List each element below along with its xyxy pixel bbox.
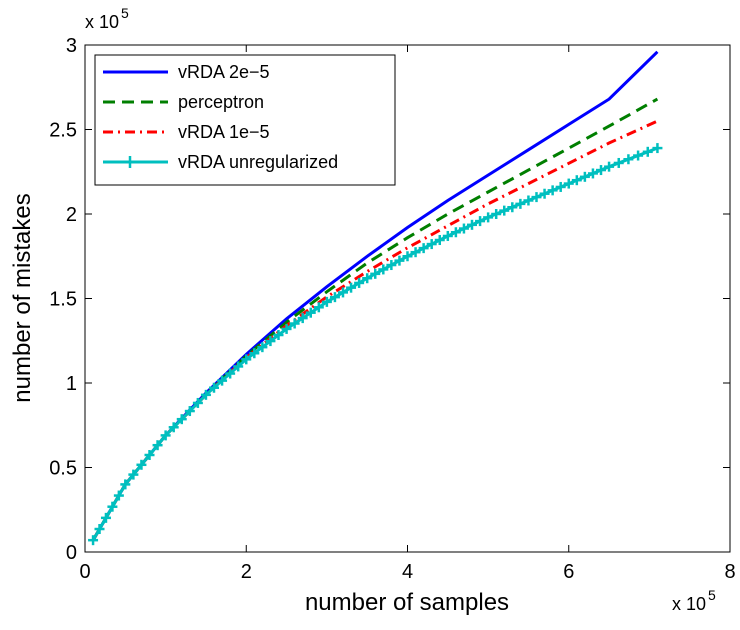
series-marker <box>120 479 131 490</box>
series-marker <box>507 202 518 213</box>
y-tick-label: 1.5 <box>49 289 77 311</box>
legend-label: vRDA 1e−5 <box>178 122 270 142</box>
series-marker <box>346 282 357 293</box>
y-tick-label: 3 <box>66 35 77 57</box>
y-scale-exponent: 5 <box>121 5 129 21</box>
series-marker <box>107 501 118 512</box>
y-tick-label: 2 <box>66 204 77 226</box>
series-marker <box>152 440 163 451</box>
x-tick-label: 0 <box>79 561 90 583</box>
legend: vRDA 2e−5 perceptron vRDA 1e−5 vRDA unregul… <box>94 54 396 186</box>
series-marker <box>491 209 502 219</box>
series-marker <box>467 219 477 230</box>
series-marker <box>241 354 252 365</box>
x-tick-label: 6 <box>563 561 574 583</box>
y-scale-base: x 10 <box>85 12 119 32</box>
series-marker <box>192 397 203 408</box>
series-marker <box>402 251 413 262</box>
series-marker <box>483 212 494 223</box>
x-axis-label: number of samples <box>305 589 509 616</box>
series-marker <box>225 368 236 379</box>
series-marker <box>233 361 244 372</box>
legend-label: perceptron <box>178 92 264 112</box>
x-scale-base: x 10 <box>672 594 706 614</box>
series-marker <box>273 330 284 341</box>
series-marker <box>418 243 429 254</box>
series-marker <box>458 223 469 234</box>
series-marker <box>88 535 99 546</box>
series-marker <box>596 165 606 176</box>
series-marker <box>587 168 598 179</box>
legend-label: vRDA 2e−5 <box>178 62 270 82</box>
series-marker <box>94 524 105 535</box>
series-marker <box>652 143 663 154</box>
series-marker <box>442 230 453 241</box>
series-marker <box>168 422 179 433</box>
series-marker <box>176 414 187 425</box>
ticks-layer: 0 2 4 6 8 0 0.5 1 1.5 2 2.5 3 <box>49 35 735 583</box>
series-marker <box>249 348 260 359</box>
y-axis-label: number of mistakes <box>9 193 36 402</box>
series-marker <box>531 192 542 203</box>
series-marker <box>113 490 124 501</box>
series-marker <box>354 277 365 288</box>
series-marker <box>217 375 228 386</box>
series-layer <box>88 50 663 546</box>
y-tick-label: 0.5 <box>49 458 77 480</box>
series-marker <box>604 161 615 172</box>
series-marker <box>394 255 405 266</box>
legend-label: vRDA unregularized <box>178 152 338 172</box>
series-marker <box>623 154 634 165</box>
series-marker <box>515 198 526 209</box>
series-line <box>91 119 659 541</box>
series-marker <box>579 171 590 182</box>
series-marker <box>547 185 558 196</box>
series-marker <box>136 459 147 470</box>
series-marker <box>642 146 653 157</box>
series-marker <box>338 287 348 298</box>
series-marker <box>539 188 550 199</box>
series-marker <box>329 292 340 303</box>
series-marker <box>434 235 445 246</box>
series-line <box>91 97 659 541</box>
series-marker <box>265 336 276 347</box>
series-marker <box>297 313 308 324</box>
x-tick-label: 2 <box>241 561 252 583</box>
series-marker <box>128 469 139 480</box>
series-marker <box>209 382 219 393</box>
y-tick-label: 2.5 <box>49 120 77 142</box>
series-marker <box>100 512 111 523</box>
series-marker <box>450 227 461 238</box>
series-marker <box>370 268 381 279</box>
series-marker <box>257 342 268 353</box>
series-marker <box>289 318 300 329</box>
x-scale-exponent: 5 <box>708 587 716 603</box>
y-tick-label: 0 <box>66 542 77 564</box>
series-marker <box>144 449 155 460</box>
series-marker <box>200 389 211 400</box>
series-marker <box>321 296 332 307</box>
series-marker <box>426 239 437 250</box>
series-marker <box>499 205 510 216</box>
series-marker <box>160 430 171 441</box>
x-tick-label: 4 <box>402 561 413 583</box>
series-marker <box>313 302 324 313</box>
x-tick-label: 8 <box>724 561 735 583</box>
series-marker <box>281 323 292 334</box>
series-marker <box>523 195 534 206</box>
series-marker <box>475 216 486 227</box>
series-marker <box>571 175 582 186</box>
series-marker <box>633 150 644 161</box>
series-marker <box>410 247 421 258</box>
series-marker <box>555 181 566 192</box>
series-marker <box>305 307 316 318</box>
series-marker <box>184 406 195 417</box>
series-marker <box>563 178 574 189</box>
series-marker <box>362 273 373 284</box>
series-marker <box>386 260 397 271</box>
series-marker <box>613 157 624 168</box>
series-marker <box>378 264 389 275</box>
y-tick-label: 1 <box>66 373 77 395</box>
